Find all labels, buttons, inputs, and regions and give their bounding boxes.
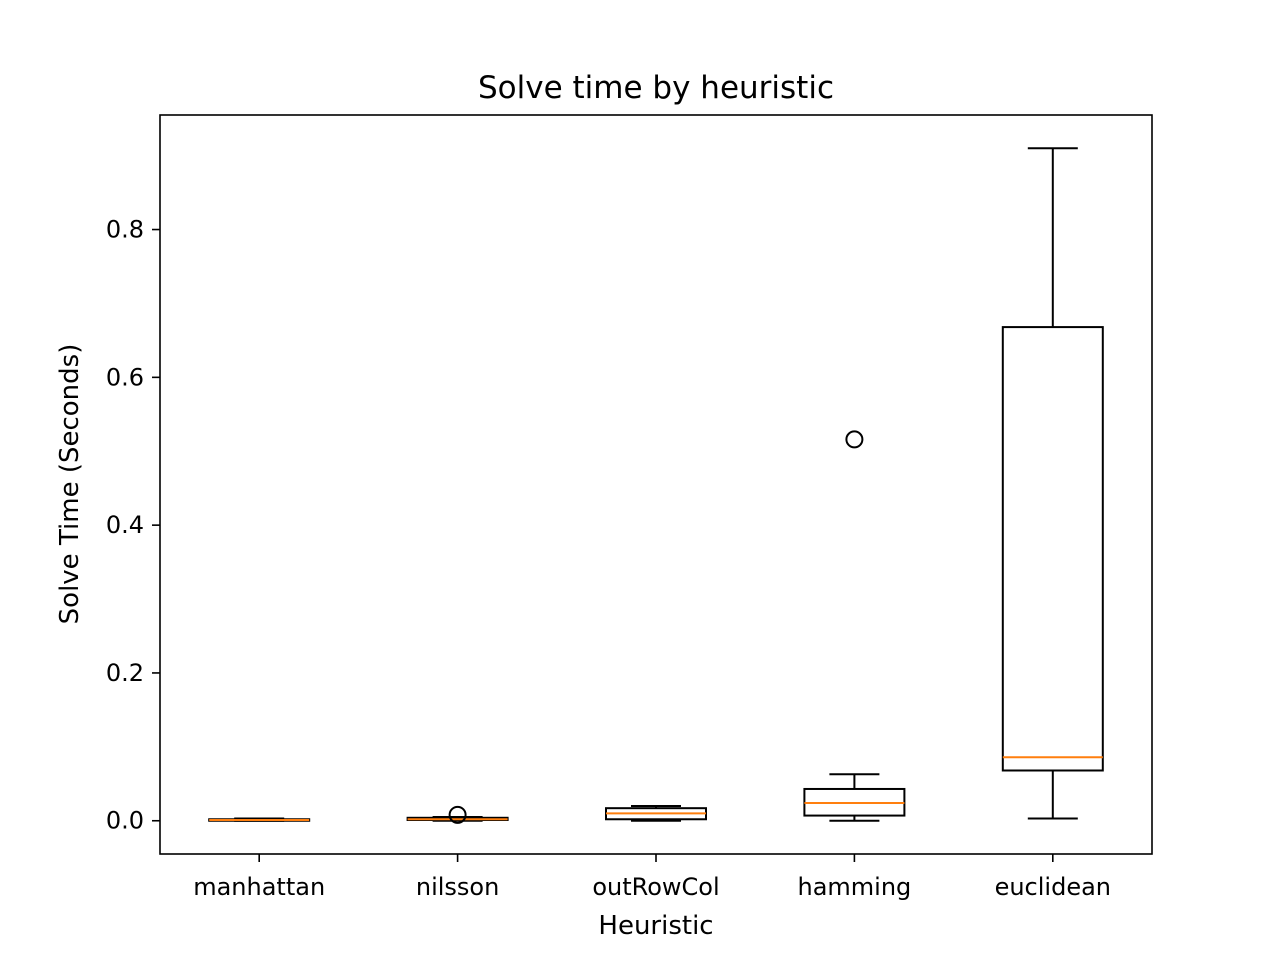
outlier-point (448, 805, 467, 824)
boxes (208, 147, 1104, 824)
x-axis-label: Heuristic (598, 911, 713, 941)
y-axis-label: Solve Time (Seconds) (55, 344, 85, 625)
x-tick-label: manhattan (193, 873, 325, 901)
y-tick-label: 0.6 (106, 363, 144, 391)
x-axis: manhattan nilsson outRowCol hamming euclidea… (193, 854, 1111, 901)
y-tick-label: 0.4 (106, 511, 144, 539)
box-iqr (1001, 326, 1104, 772)
y-tick-label: 0.2 (106, 659, 144, 687)
chart-title: Solve time by heuristic (478, 70, 834, 106)
x-tick-label: nilsson (416, 873, 499, 901)
x-tick-label: outRowCol (592, 873, 719, 901)
y-tick-label: 0.0 (106, 807, 144, 835)
x-tick-label: euclidean (995, 873, 1111, 901)
y-tick-label: 0.8 (106, 216, 144, 244)
outlier-point (845, 430, 864, 449)
y-axis: 0.0 0.2 0.4 0.6 0.8 (106, 216, 160, 835)
x-tick-label: hamming (798, 873, 912, 901)
